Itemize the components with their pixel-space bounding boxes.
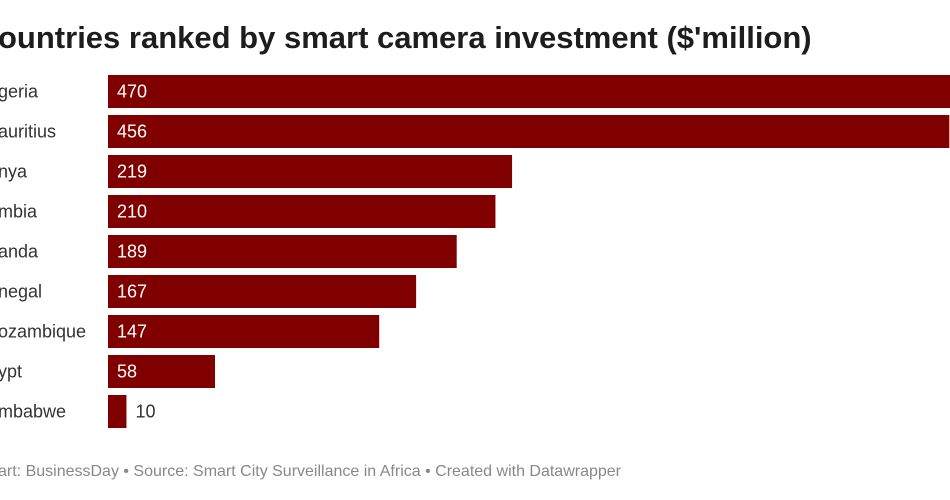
bar bbox=[108, 315, 380, 348]
category-label: nya bbox=[0, 161, 28, 181]
value-label: 210 bbox=[117, 201, 147, 221]
bar bbox=[108, 195, 496, 228]
category-label: auritius bbox=[0, 121, 56, 141]
category-label: negal bbox=[0, 281, 42, 301]
chart-title: ountries ranked by smart camera investme… bbox=[0, 20, 812, 55]
category-label: anda bbox=[0, 241, 39, 261]
bar bbox=[108, 75, 950, 108]
footer: art: BusinessDay • Source: Smart City Su… bbox=[0, 463, 622, 480]
value-label: 456 bbox=[117, 121, 147, 141]
bar bbox=[108, 355, 216, 388]
category-label: mbia bbox=[0, 201, 38, 221]
value-label: 10 bbox=[135, 401, 155, 421]
bar bbox=[108, 275, 417, 308]
category-label: ozambique bbox=[0, 321, 86, 341]
value-label: 167 bbox=[117, 281, 147, 301]
value-label: 58 bbox=[117, 361, 137, 381]
bar bbox=[108, 235, 457, 268]
bar bbox=[108, 395, 127, 428]
value-label: 219 bbox=[117, 161, 147, 181]
category-label: ypt bbox=[0, 361, 22, 381]
value-label: 147 bbox=[117, 321, 147, 341]
value-label: 470 bbox=[117, 81, 147, 101]
value-label: 189 bbox=[117, 241, 147, 261]
bar bbox=[108, 155, 513, 188]
category-label: mbabwe bbox=[0, 401, 66, 421]
bar bbox=[108, 115, 950, 148]
category-label: geria bbox=[0, 81, 39, 101]
